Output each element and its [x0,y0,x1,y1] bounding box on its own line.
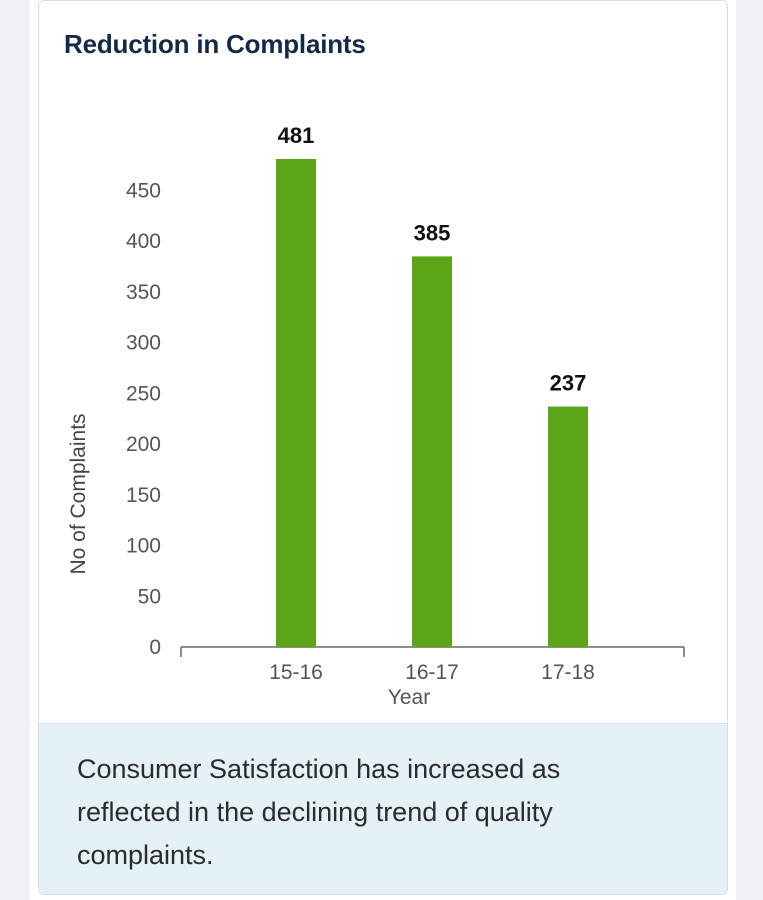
y-tick-label: 100 [126,535,161,558]
y-axis-title: No of Complaints [67,413,90,574]
card-footer: Consumer Satisfaction has increased as r… [39,723,727,894]
bar-16-17 [412,256,452,647]
y-tick-label: 0 [149,636,161,659]
data-label: 481 [278,123,315,148]
y-tick-label: 400 [126,230,161,253]
footer-text: Consumer Satisfaction has increased as r… [77,754,561,870]
y-tick-label: 250 [126,382,161,405]
card-title: Reduction in Complaints [64,29,366,59]
y-tick-label: 200 [126,433,161,456]
y-tick-label: 300 [126,332,161,355]
complaints-card: Reduction in Complaints 0 50 100 150 200 250 3… [38,0,728,895]
x-tick-label: 16-17 [405,661,459,684]
x-tick-label: 15-16 [269,661,323,684]
y-tick-label: 150 [126,484,161,507]
left-gutter [0,0,30,900]
bar-17-18 [548,406,588,647]
bar-15-16 [276,159,316,647]
right-gutter [736,0,763,900]
y-tick-label: 350 [126,281,161,304]
y-tick-label: 50 [138,585,161,608]
data-label: 385 [414,220,451,245]
x-axis-title: Year [388,686,430,709]
data-label: 237 [550,371,587,396]
x-tick-label: 17-18 [541,661,595,684]
y-tick-label: 450 [126,179,161,202]
bar-chart: 0 50 100 150 200 250 300 350 400 450 No of Complai… [67,123,685,709]
